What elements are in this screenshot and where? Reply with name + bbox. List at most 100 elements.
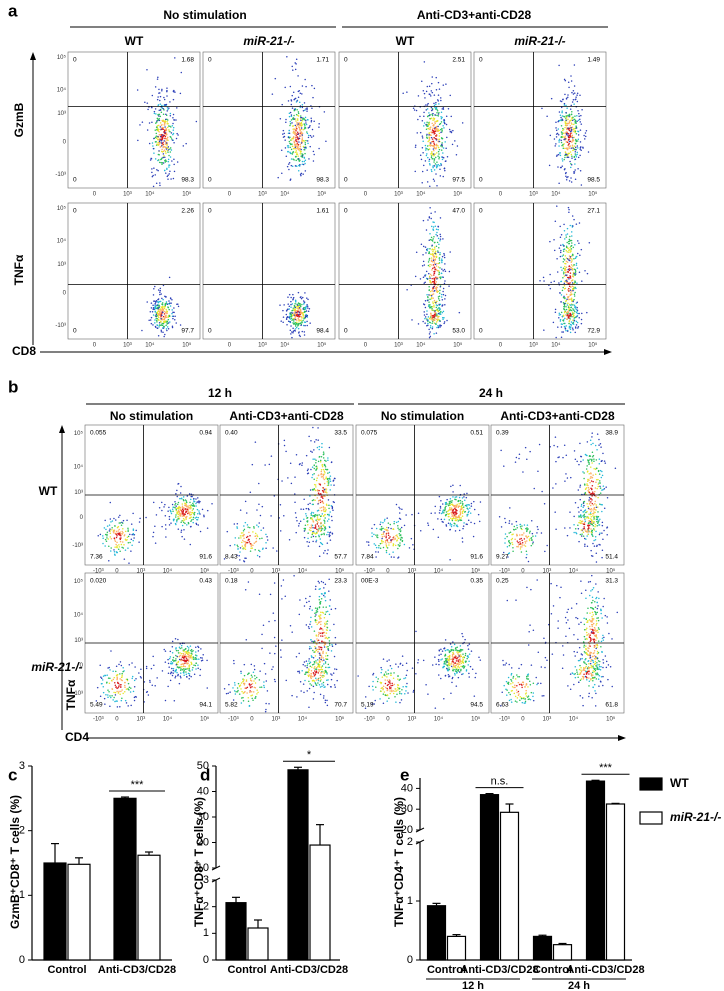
event-dot (302, 129, 304, 131)
plot-frame (68, 52, 200, 188)
event-dot (398, 537, 400, 539)
event-dot (243, 541, 245, 543)
event-dot (565, 314, 567, 316)
event-dot (452, 518, 454, 520)
event-dot (405, 514, 407, 516)
x-tick-label: 10⁴ (145, 191, 155, 198)
event-dot (182, 525, 184, 527)
event-dot (185, 654, 187, 656)
event-dot (185, 143, 187, 145)
event-dot (298, 311, 300, 313)
event-dot (313, 473, 315, 475)
event-dot (566, 267, 568, 269)
event-dot (197, 668, 199, 670)
event-dot (428, 145, 430, 147)
event-dot (439, 326, 441, 328)
event-dot (166, 104, 168, 106)
event-dot (586, 517, 588, 519)
event-dot (546, 116, 548, 118)
event-dot (434, 266, 436, 268)
event-dot (260, 529, 262, 531)
event-dot (310, 469, 312, 471)
event-dot (582, 511, 584, 513)
event-dot (567, 228, 569, 230)
event-dot (511, 534, 513, 536)
event-dot (564, 94, 566, 96)
event-dot (309, 146, 311, 148)
event-dot (153, 309, 155, 311)
event-dot (191, 519, 193, 521)
event-dot (257, 536, 259, 538)
event-dot (435, 234, 437, 236)
event-dot (566, 242, 568, 244)
event-dot (569, 270, 571, 272)
event-dot (433, 133, 435, 135)
event-dot (562, 160, 564, 162)
event-dot (580, 146, 582, 148)
event-dot (480, 501, 482, 503)
event-dot (321, 507, 323, 509)
event-dot (423, 125, 425, 127)
event-dot (312, 97, 314, 99)
event-dot (110, 550, 112, 552)
event-dot (253, 527, 255, 529)
event-dot (175, 516, 177, 518)
event-dot (607, 497, 609, 499)
quadrant-value: 91.6 (470, 554, 483, 561)
event-dot (432, 251, 434, 253)
event-dot (575, 528, 577, 530)
event-dot (238, 537, 240, 539)
event-dot (440, 238, 442, 240)
event-dot (159, 120, 161, 122)
y-tick-label: -10³ (55, 172, 66, 178)
event-dot (198, 524, 200, 526)
event-dot (283, 515, 285, 517)
event-dot (597, 497, 599, 499)
event-dot (312, 532, 314, 534)
event-dot (300, 130, 302, 132)
event-dot (311, 120, 313, 122)
event-dot (112, 520, 114, 522)
event-dot (460, 513, 462, 515)
event-dot (450, 512, 452, 514)
event-dot (462, 541, 464, 543)
event-dot (258, 526, 260, 528)
event-dot (593, 493, 595, 495)
event-dot (575, 270, 577, 272)
event-dot (323, 469, 325, 471)
event-dot (172, 326, 174, 328)
event-dot (242, 540, 244, 542)
event-dot (301, 140, 303, 142)
event-dot (425, 149, 427, 151)
event-dot (328, 518, 330, 520)
event-dot (438, 247, 440, 249)
column-header: miR-21-/- (243, 34, 294, 48)
event-dot (462, 537, 464, 539)
event-dot (577, 507, 579, 509)
event-dot (162, 311, 164, 313)
event-dot (573, 516, 575, 518)
event-dot (589, 497, 591, 499)
event-dot (513, 529, 515, 531)
event-dot (330, 481, 332, 483)
event-dot (164, 313, 166, 315)
event-dot (289, 112, 291, 114)
event-dot (174, 57, 176, 59)
event-dot (156, 514, 158, 516)
event-dot (310, 530, 312, 532)
event-dot (567, 176, 569, 178)
event-dot (435, 157, 437, 159)
event-dot (556, 205, 558, 207)
event-dot (516, 534, 518, 536)
event-dot (298, 137, 300, 139)
event-dot (440, 506, 442, 508)
event-dot (246, 542, 248, 544)
event-dot (573, 264, 575, 266)
event-dot (173, 520, 175, 522)
event-dot (581, 313, 583, 315)
event-dot (328, 515, 330, 517)
flow-plot: 0.0750.517.8491.6-10³010³10⁴10⁵ (356, 425, 489, 575)
event-dot (308, 310, 310, 312)
event-dot (187, 505, 189, 507)
event-dot (161, 151, 163, 153)
